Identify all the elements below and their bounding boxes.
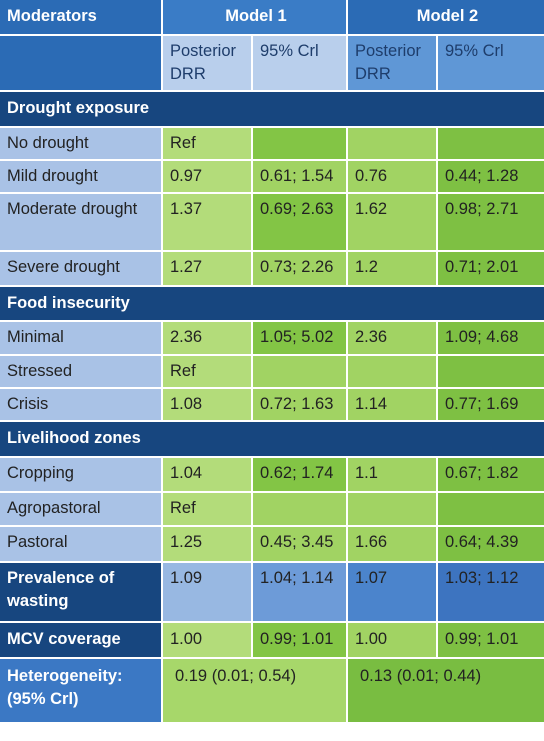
cell-m2-drr: 1.14	[348, 389, 438, 422]
row-label: No drought	[0, 128, 163, 161]
cell-m1-cri: 0.61; 1.54	[253, 161, 348, 194]
row-label: Minimal	[0, 322, 163, 356]
wasting-m1-drr: 1.09	[163, 563, 253, 623]
cell-m2-drr: 0.76	[348, 161, 438, 194]
wasting-label: Prevalence of wasting	[0, 563, 163, 623]
mcv-m2-drr: 1.00	[348, 623, 438, 659]
wasting-m1-cri: 1.04; 1.14	[253, 563, 348, 623]
cell-m1-drr: Ref	[163, 128, 253, 161]
header-m2-cri: 95% Crl	[438, 36, 544, 92]
cell-m1-drr: Ref	[163, 493, 253, 527]
cell-m2-drr	[348, 128, 438, 161]
cell-m1-cri: 0.62; 1.74	[253, 458, 348, 493]
header-m2-posterior-drr: Posterior DRR	[348, 36, 438, 92]
cell-m2-cri: 0.64; 4.39	[438, 527, 544, 563]
heterogeneity-m1: 0.19 (0.01; 0.54)	[163, 659, 348, 724]
cell-m1-drr: 0.97	[163, 161, 253, 194]
section-title: Drought exposure	[0, 92, 544, 128]
wasting-m2-drr: 1.07	[348, 563, 438, 623]
header-model-2: Model 2	[348, 0, 544, 36]
cell-m1-drr: 1.04	[163, 458, 253, 493]
row-label: Crisis	[0, 389, 163, 422]
wasting-m2-cri: 1.03; 1.12	[438, 563, 544, 623]
row-label: Pastoral	[0, 527, 163, 563]
header-moderators: Moderators	[0, 0, 163, 36]
cell-m1-cri: 0.72; 1.63	[253, 389, 348, 422]
cell-m1-cri	[253, 493, 348, 527]
heterogeneity-label: Heterogeneity: (95% Crl)	[0, 659, 163, 724]
cell-m1-drr: 1.37	[163, 194, 253, 252]
section-title: Food insecurity	[0, 287, 544, 322]
cell-m1-drr: 1.27	[163, 252, 253, 287]
section-title: Livelihood zones	[0, 422, 544, 458]
row-label: Stressed	[0, 356, 163, 389]
cell-m2-cri: 1.09; 4.68	[438, 322, 544, 356]
cell-m2-drr: 1.2	[348, 252, 438, 287]
results-table: Moderators Model 1 Model 2 Posterior DRR…	[0, 0, 544, 724]
cell-m1-cri	[253, 128, 348, 161]
header-m1-cri: 95% Crl	[253, 36, 348, 92]
cell-m2-cri: 0.98; 2.71	[438, 194, 544, 252]
cell-m2-cri: 0.44; 1.28	[438, 161, 544, 194]
cell-m2-drr: 1.66	[348, 527, 438, 563]
mcv-m1-drr: 1.00	[163, 623, 253, 659]
row-label: Mild drought	[0, 161, 163, 194]
cell-m1-drr: 2.36	[163, 322, 253, 356]
cell-m2-drr: 1.62	[348, 194, 438, 252]
cell-m2-drr	[348, 493, 438, 527]
cell-m2-cri: 0.67; 1.82	[438, 458, 544, 493]
heterogeneity-m2: 0.13 (0.01; 0.44)	[348, 659, 544, 724]
header-m1-posterior-drr: Posterior DRR	[163, 36, 253, 92]
cell-m1-cri: 0.45; 3.45	[253, 527, 348, 563]
mcv-label: MCV coverage	[0, 623, 163, 659]
header-model-1: Model 1	[163, 0, 348, 36]
cell-m2-cri	[438, 356, 544, 389]
cell-m2-cri: 0.71; 2.01	[438, 252, 544, 287]
mcv-m1-cri: 0.99; 1.01	[253, 623, 348, 659]
cell-m2-cri	[438, 493, 544, 527]
cell-m1-drr: Ref	[163, 356, 253, 389]
cell-m2-drr: 2.36	[348, 322, 438, 356]
cell-m2-cri	[438, 128, 544, 161]
cell-m1-cri: 0.69; 2.63	[253, 194, 348, 252]
cell-m2-drr: 1.1	[348, 458, 438, 493]
row-label: Agropastoral	[0, 493, 163, 527]
cell-m1-drr: 1.25	[163, 527, 253, 563]
cell-m1-cri: 0.73; 2.26	[253, 252, 348, 287]
cell-m1-drr: 1.08	[163, 389, 253, 422]
mcv-m2-cri: 0.99; 1.01	[438, 623, 544, 659]
row-label: Cropping	[0, 458, 163, 493]
cell-m1-cri	[253, 356, 348, 389]
header-blank	[0, 36, 163, 92]
cell-m2-drr	[348, 356, 438, 389]
cell-m2-cri: 0.77; 1.69	[438, 389, 544, 422]
row-label: Severe drought	[0, 252, 163, 287]
cell-m1-cri: 1.05; 5.02	[253, 322, 348, 356]
row-label: Moderate drought	[0, 194, 163, 252]
